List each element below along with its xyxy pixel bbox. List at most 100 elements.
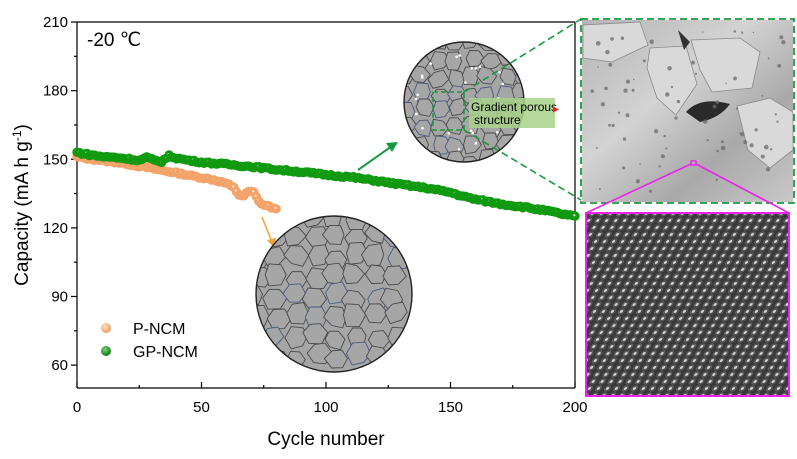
grain — [321, 224, 345, 245]
sem-pore — [720, 145, 726, 151]
sem-pore — [674, 116, 678, 120]
x-tick-label: 100 — [313, 399, 338, 416]
sem-pore — [740, 132, 745, 137]
sem-pore — [735, 107, 739, 110]
sem-pore — [752, 31, 755, 34]
sem-pore — [743, 140, 748, 145]
grain — [323, 305, 347, 329]
sem-pore — [715, 178, 718, 181]
pore — [447, 131, 451, 135]
grain — [345, 341, 372, 366]
y-tick-label: 210 — [43, 14, 68, 31]
sem-pore — [653, 129, 659, 134]
grain — [514, 150, 524, 162]
sem-pore — [660, 154, 665, 159]
porous-label-line2: structure — [474, 113, 521, 127]
grain — [404, 54, 416, 73]
sem-grain — [582, 21, 649, 63]
sem-pore — [631, 88, 635, 92]
sem-pore — [741, 31, 744, 34]
grain — [307, 244, 330, 267]
sem-pore — [706, 138, 709, 142]
legend-marker-p-ncm — [101, 323, 111, 333]
sem-pore — [610, 37, 614, 41]
pore — [414, 112, 418, 116]
sem-pore — [665, 92, 670, 97]
sem-pore — [760, 154, 765, 159]
sem-pore — [665, 147, 668, 150]
grain — [256, 340, 263, 364]
sem-pore — [617, 111, 621, 114]
sem-void — [678, 30, 690, 50]
grain — [511, 82, 524, 100]
grain — [256, 224, 272, 248]
sem-pore — [667, 66, 672, 71]
sem-pore — [598, 188, 601, 191]
sem-pore — [604, 86, 608, 91]
y-axis-title-main: Capacity (mA h g — [12, 141, 33, 286]
pore — [498, 70, 501, 74]
pore — [471, 131, 475, 135]
pore — [464, 81, 467, 84]
x-tick-label: 150 — [438, 399, 463, 416]
data-point-highlight — [232, 185, 235, 188]
y-axis-title-superscript: -1 — [10, 130, 24, 141]
pore — [421, 126, 424, 130]
gradient-arrowhead-icon — [553, 106, 559, 113]
data-point-highlight — [274, 206, 277, 210]
sem-pore — [702, 119, 708, 124]
series-gp-ncm — [72, 147, 580, 221]
sem-pore — [739, 132, 741, 135]
sem-pore — [774, 113, 777, 116]
pore — [478, 65, 482, 69]
sem-pore — [633, 78, 635, 81]
sem-pore — [733, 76, 737, 81]
grain — [480, 53, 504, 71]
sem-pore — [625, 79, 631, 84]
grain — [382, 265, 407, 286]
sem-pore — [720, 140, 724, 144]
sem-pore — [608, 123, 611, 127]
sem-image-panel — [580, 18, 795, 214]
sem-pore — [642, 59, 646, 63]
grain — [323, 349, 348, 369]
grain — [448, 97, 467, 117]
grain — [430, 51, 451, 71]
pore — [455, 55, 458, 59]
grain — [283, 245, 310, 267]
grain — [430, 118, 450, 137]
y-tick-label: 120 — [43, 220, 68, 237]
sem-pore — [649, 39, 654, 45]
sem-pore — [776, 120, 779, 123]
grain — [515, 134, 524, 153]
sem-pore — [763, 144, 769, 150]
pore — [469, 129, 473, 133]
y-tick-label: 60 — [51, 357, 68, 374]
grain — [408, 42, 430, 50]
sem-pore — [777, 63, 782, 68]
sem-pore — [701, 31, 704, 33]
sem-pore — [605, 49, 610, 55]
grain — [346, 242, 369, 265]
sem-pore — [635, 179, 641, 184]
grain — [282, 283, 307, 303]
pore — [470, 66, 474, 70]
sem-pore — [691, 60, 695, 65]
hrtem-lattice-panel — [585, 212, 790, 397]
sem-pore — [761, 94, 764, 97]
sem-pore — [781, 40, 786, 45]
sem-pore — [725, 82, 727, 85]
grain — [404, 151, 415, 162]
grain — [364, 303, 389, 324]
grain — [442, 42, 466, 51]
pore — [416, 93, 419, 97]
sem-pore — [658, 165, 661, 168]
grain — [262, 288, 288, 310]
sem-pore — [765, 167, 771, 172]
grain — [283, 225, 307, 247]
grain — [256, 284, 264, 306]
grain — [499, 67, 517, 86]
x-axis-title: Cycle number — [267, 429, 385, 450]
grain — [415, 98, 436, 117]
